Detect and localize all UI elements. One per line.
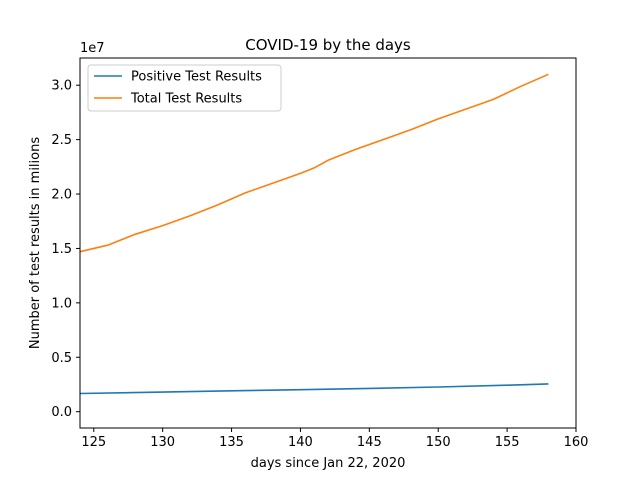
y-tick-label: 1.5	[51, 242, 72, 257]
x-axis-ticks: 125 130 135 140 145 150 155 160	[81, 428, 588, 450]
y-tick-label: 2.5	[51, 133, 72, 148]
x-axis-label: days since Jan 22, 2020	[251, 456, 406, 471]
x-tick-label: 145	[357, 435, 382, 450]
y-tick-label: 2.0	[51, 188, 72, 203]
y-tick-label: 3.0	[51, 79, 72, 94]
x-tick-label: 155	[495, 435, 520, 450]
series-line-total-test-results	[79, 73, 549, 253]
y-tick-label: 0.0	[51, 405, 72, 420]
x-tick-label: 125	[81, 435, 106, 450]
y-tick-label: 1.0	[51, 296, 72, 311]
y-axis-label: Number of test results in milions	[28, 137, 43, 349]
legend: Positive Test Results Total Test Results	[87, 64, 282, 112]
plot-frame	[79, 57, 577, 429]
x-tick-label: 130	[150, 435, 175, 450]
x-tick-label: 135	[219, 435, 244, 450]
legend-label-total-test-results: Total Test Results	[130, 92, 242, 107]
series-line-positive-test-results	[79, 383, 549, 395]
y-axis-ticks: 0.0 0.5 1.0 1.5 2.0 2.5 3.0	[51, 79, 80, 420]
series-layer	[79, 73, 549, 395]
y-tick-label: 0.5	[51, 351, 72, 366]
chart-title: COVID-19 by the days	[245, 36, 411, 54]
x-tick-label: 150	[426, 435, 451, 450]
x-tick-label: 160	[564, 435, 589, 450]
legend-box	[87, 64, 282, 112]
legend-label-positive-test-results: Positive Test Results	[131, 70, 262, 85]
y-offset-label: 1e7	[80, 41, 105, 56]
x-tick-label: 140	[288, 435, 313, 450]
